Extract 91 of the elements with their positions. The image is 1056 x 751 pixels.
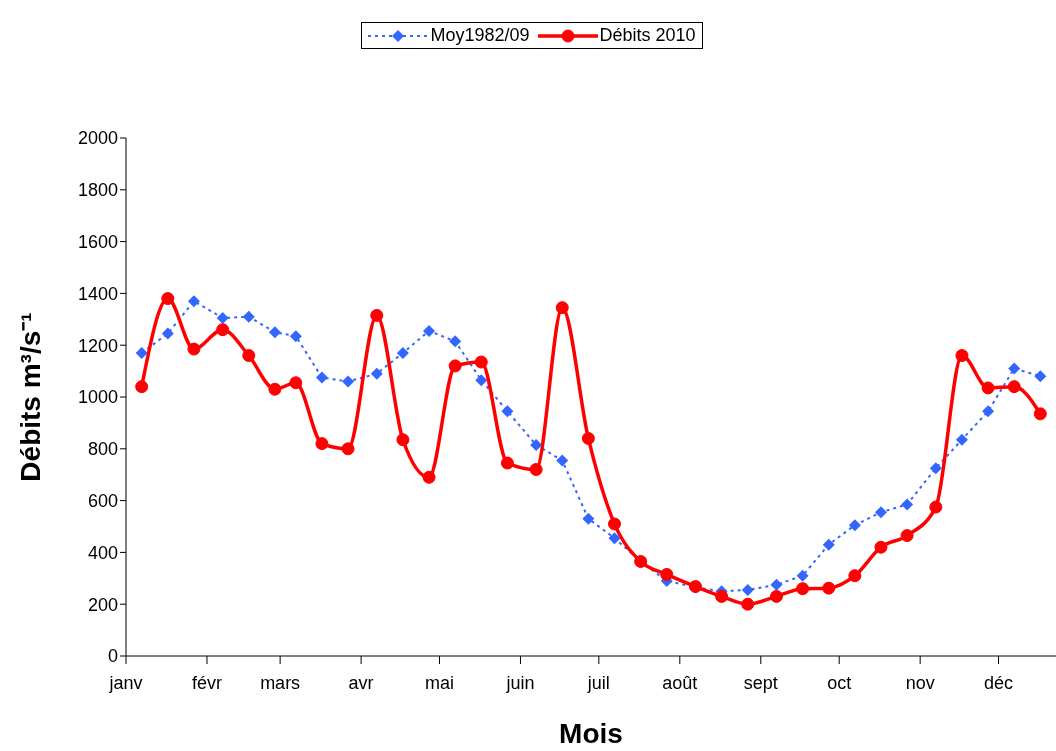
y-tick-label: 400 <box>87 542 118 563</box>
point <box>474 355 488 369</box>
point <box>900 529 914 543</box>
point <box>769 589 783 603</box>
y-tick-label: 600 <box>87 490 118 511</box>
point <box>982 405 995 418</box>
point <box>423 324 436 337</box>
point <box>929 462 942 475</box>
x-tick-label: août <box>662 672 698 693</box>
point <box>556 454 569 467</box>
x-tick-label: mai <box>424 672 454 693</box>
x-tick-label: sept <box>743 672 778 693</box>
point <box>216 323 230 337</box>
y-tick-label: 800 <box>87 439 118 460</box>
point <box>741 583 754 596</box>
y-tick-label: 1400 <box>77 283 118 304</box>
point <box>216 312 229 325</box>
point <box>449 335 462 348</box>
point <box>530 438 543 451</box>
point <box>370 308 384 322</box>
point <box>242 349 256 363</box>
x-tick-label: oct <box>827 672 852 693</box>
point <box>929 500 943 514</box>
point <box>135 380 149 394</box>
x-tick-label: janv <box>108 672 143 693</box>
point <box>242 310 255 323</box>
point <box>770 578 783 591</box>
point <box>289 330 302 343</box>
point <box>715 589 729 603</box>
point <box>289 376 303 390</box>
point <box>955 349 969 363</box>
point <box>796 569 809 582</box>
point <box>608 532 621 545</box>
point <box>796 582 810 596</box>
point <box>475 374 488 387</box>
point <box>582 512 595 525</box>
point <box>581 431 595 445</box>
point <box>981 381 995 395</box>
x-tick-label: juil <box>586 672 610 693</box>
point <box>500 456 514 470</box>
point <box>187 295 200 308</box>
point <box>396 433 410 447</box>
point <box>1007 380 1021 394</box>
point <box>268 382 282 396</box>
y-tick-label: 200 <box>87 594 118 615</box>
point <box>822 581 836 595</box>
legend-label: Moy1982/09 <box>430 25 530 46</box>
x-tick-label: nov <box>905 672 935 693</box>
x-tick-label: mars <box>260 672 301 693</box>
point <box>741 597 755 611</box>
y-tick-label: 0 <box>107 646 118 667</box>
legend-label: Débits 2010 <box>599 25 696 46</box>
y-tick-label: 1800 <box>77 180 118 201</box>
y-tick-label: 1200 <box>77 335 118 356</box>
x-tick-label: déc <box>984 672 1014 693</box>
x-axis-title: Mois <box>559 718 623 749</box>
point <box>1008 362 1021 375</box>
point <box>1034 370 1047 383</box>
point <box>501 405 514 418</box>
point <box>822 538 835 551</box>
point <box>555 301 569 315</box>
point <box>135 346 148 359</box>
point <box>660 567 674 581</box>
y-tick-label: 1000 <box>77 387 118 408</box>
point <box>315 371 328 384</box>
y-tick-label: 2000 <box>77 128 118 149</box>
point <box>874 506 887 519</box>
point <box>848 519 861 532</box>
point <box>529 463 543 477</box>
point <box>901 498 914 511</box>
point <box>874 540 888 554</box>
point <box>341 442 355 456</box>
point <box>1033 407 1047 421</box>
point <box>187 342 201 356</box>
point <box>448 359 462 373</box>
y-axis-title: Débits m³/s⁻¹ <box>15 312 46 482</box>
x-tick-label: juin <box>505 672 535 693</box>
x-tick-label: avr <box>348 672 374 693</box>
point <box>396 346 409 359</box>
point <box>422 470 436 484</box>
x-tick-label: févr <box>191 672 222 693</box>
y-tick-label: 1600 <box>77 231 118 252</box>
point <box>848 569 862 583</box>
point <box>955 433 968 446</box>
point <box>315 437 329 451</box>
point <box>608 517 622 531</box>
point <box>161 292 175 306</box>
point <box>342 375 355 388</box>
point <box>370 367 383 380</box>
point <box>161 327 174 340</box>
point <box>268 326 281 339</box>
